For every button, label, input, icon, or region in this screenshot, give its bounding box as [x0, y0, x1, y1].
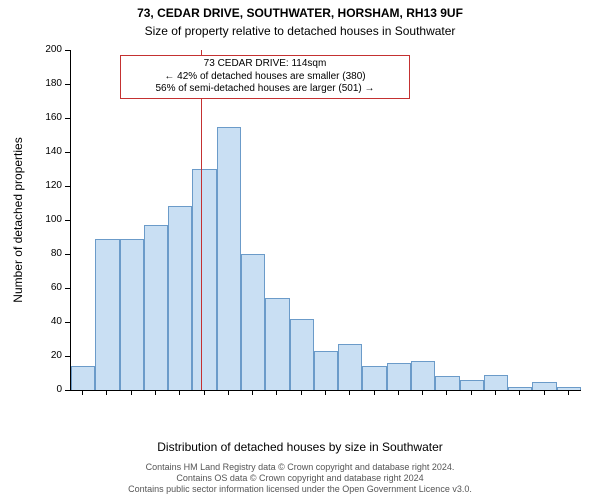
x-tick-mark: [519, 390, 520, 395]
y-tick-label: 120: [45, 180, 62, 191]
histogram-bar: [71, 366, 95, 390]
x-tick-mark: [301, 390, 302, 395]
plot-area: [70, 50, 581, 391]
histogram-bar: [168, 206, 192, 390]
y-tick-mark: [65, 356, 70, 357]
y-tick-mark: [65, 152, 70, 153]
y-tick-label: 200: [45, 44, 62, 55]
chart-container: { "chart": { "type": "histogram", "title…: [0, 0, 600, 500]
x-tick-mark: [422, 390, 423, 395]
y-tick-label: 100: [45, 214, 62, 225]
x-tick-mark: [568, 390, 569, 395]
y-tick-mark: [65, 84, 70, 85]
x-tick-mark: [544, 390, 545, 395]
x-tick-mark: [495, 390, 496, 395]
histogram-bar: [557, 387, 581, 390]
histogram-bar: [508, 387, 532, 390]
y-tick-mark: [65, 50, 70, 51]
y-axis-label: Number of detached properties: [11, 50, 25, 390]
histogram-bar: [144, 225, 168, 390]
histogram-bar: [265, 298, 289, 390]
histogram-bar: [290, 319, 314, 390]
histogram-bar: [532, 382, 556, 391]
y-tick-label: 180: [45, 78, 62, 89]
chart-subtitle: Size of property relative to detached ho…: [0, 24, 600, 38]
annotation-box: 73 CEDAR DRIVE: 114sqm← 42% of detached …: [120, 55, 410, 99]
x-tick-mark: [446, 390, 447, 395]
chart-title: 73, CEDAR DRIVE, SOUTHWATER, HORSHAM, RH…: [0, 6, 600, 20]
histogram-bar: [411, 361, 435, 390]
histogram-bar: [314, 351, 338, 390]
y-tick-label: 40: [51, 316, 62, 327]
x-tick-mark: [374, 390, 375, 395]
x-tick-mark: [204, 390, 205, 395]
y-tick-label: 140: [45, 146, 62, 157]
x-axis-label: Distribution of detached houses by size …: [0, 440, 600, 454]
footer: Contains HM Land Registry data © Crown c…: [0, 462, 600, 494]
histogram-bar: [387, 363, 411, 390]
reference-line: [201, 50, 202, 390]
histogram-bar: [338, 344, 362, 390]
histogram-bar: [362, 366, 386, 390]
x-tick-mark: [471, 390, 472, 395]
x-tick-mark: [325, 390, 326, 395]
y-tick-label: 0: [56, 384, 62, 395]
y-tick-label: 60: [51, 282, 62, 293]
y-tick-mark: [65, 390, 70, 391]
y-tick-mark: [65, 254, 70, 255]
histogram-bar: [120, 239, 144, 390]
x-tick-mark: [179, 390, 180, 395]
y-tick-mark: [65, 186, 70, 187]
annotation-line-1: 73 CEDAR DRIVE: 114sqm: [125, 58, 405, 71]
histogram-bar: [192, 169, 216, 390]
footer-line-2: Contains OS data © Crown copyright and d…: [0, 473, 600, 484]
histogram-bar: [217, 127, 241, 391]
x-tick-mark: [252, 390, 253, 395]
histogram-bar: [460, 380, 484, 390]
footer-line-1: Contains HM Land Registry data © Crown c…: [0, 462, 600, 473]
y-tick-mark: [65, 220, 70, 221]
y-tick-mark: [65, 322, 70, 323]
histogram-bar: [95, 239, 119, 390]
annotation-line-3: 56% of semi-detached houses are larger (…: [125, 83, 405, 96]
footer-line-3: Contains public sector information licen…: [0, 484, 600, 495]
x-tick-mark: [106, 390, 107, 395]
x-tick-mark: [349, 390, 350, 395]
histogram-bar: [435, 376, 459, 390]
y-tick-label: 80: [51, 248, 62, 259]
x-tick-mark: [155, 390, 156, 395]
annotation-line-2: ← 42% of detached houses are smaller (38…: [125, 71, 405, 84]
x-tick-mark: [398, 390, 399, 395]
x-tick-mark: [82, 390, 83, 395]
x-tick-mark: [228, 390, 229, 395]
x-tick-mark: [276, 390, 277, 395]
x-tick-mark: [131, 390, 132, 395]
histogram-bar: [241, 254, 265, 390]
y-tick-label: 20: [51, 350, 62, 361]
y-tick-mark: [65, 288, 70, 289]
histogram-bar: [484, 375, 508, 390]
y-tick-mark: [65, 118, 70, 119]
y-tick-label: 160: [45, 112, 62, 123]
